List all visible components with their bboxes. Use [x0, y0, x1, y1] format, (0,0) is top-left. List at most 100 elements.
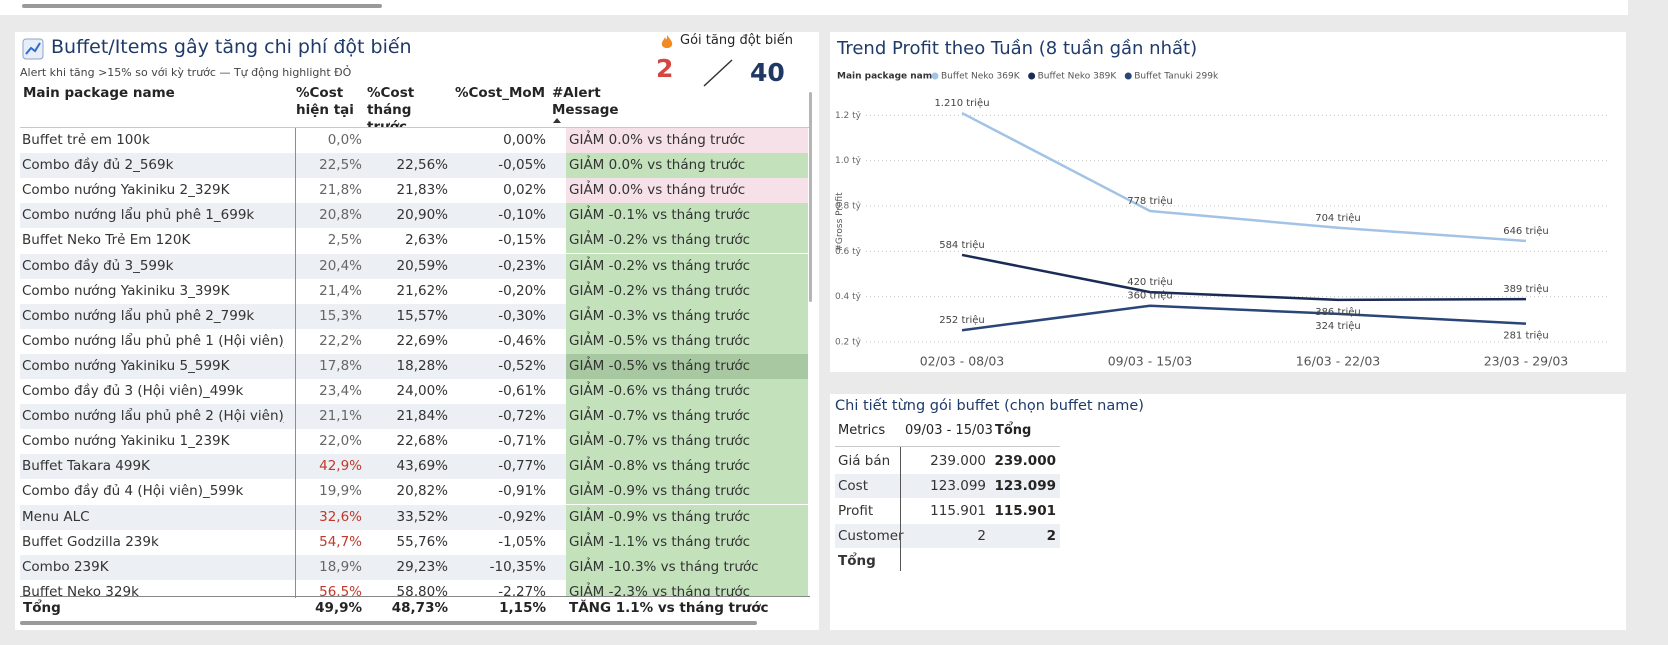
matrix-row: [835, 499, 1060, 523]
header-rule: [20, 127, 810, 128]
table-cell: 18,9%: [319, 558, 362, 575]
table-cell: 22,69%: [396, 332, 448, 349]
table-cell: GIẢM -0.2% vs tháng trước: [566, 253, 808, 279]
legend-marker: [1124, 72, 1132, 80]
table-cell: 22,68%: [396, 433, 448, 450]
x-tick-label: 16/03 - 22/03: [1296, 354, 1381, 369]
table-cell: 32,6%: [319, 508, 362, 525]
table-cell: 20,59%: [396, 257, 448, 274]
column-header: #Alert Message: [552, 85, 619, 118]
table-cell: 33,52%: [396, 508, 448, 525]
table-cell: GIẢM 0.0% vs tháng trước: [566, 128, 808, 153]
table-cell: GIẢM -0.6% vs tháng trước: [566, 379, 808, 404]
matrix-header: Metrics: [838, 423, 886, 438]
table-cell: GIẢM -0.5% vs tháng trước: [566, 353, 808, 379]
table-cell: 15,57%: [396, 307, 448, 324]
table-cell: 42,9%: [319, 458, 362, 475]
panel-title: Buffet/Items gây tăng chi phí đột biến: [51, 36, 412, 58]
table-cell: Combo nướng Yakiniku 5_599K: [22, 357, 230, 374]
table-cell: -0,72%: [498, 408, 546, 425]
data-label: 420 triệu: [1127, 276, 1173, 288]
data-label: 252 triệu: [939, 314, 985, 326]
vertical-scrollbar[interactable]: [809, 92, 812, 302]
y-tick-label: 0.6 tỷ: [835, 247, 862, 257]
matrix-cell: Profit: [838, 503, 874, 519]
x-tick-label: 02/03 - 08/03: [920, 354, 1005, 369]
table-cell: -0,15%: [498, 232, 546, 249]
chart-title: Trend Profit theo Tuần (8 tuần gần nhất): [836, 38, 1197, 59]
x-tick-label: 23/03 - 29/03: [1484, 354, 1569, 369]
matrix-header: Tổng: [995, 423, 1032, 438]
table-cell: 21,4%: [319, 282, 362, 299]
table-cell: 17,8%: [319, 357, 362, 374]
sort-indicator[interactable]: [553, 118, 561, 123]
data-label: 646 triệu: [1503, 225, 1549, 237]
table-cell: Combo nướng lẩu phủ phê 1 (Hội viên)_599…: [22, 332, 284, 349]
table-cell: -0,61%: [498, 383, 546, 399]
table-cell: 22,0%: [319, 433, 362, 450]
series-line: [961, 111, 1527, 243]
table-cell: Combo nướng lẩu phủ phê 1_699k: [22, 207, 255, 224]
table-body: Buffet trẻ em 100k 0,0% 0,00% GIẢM 0.0% vs …: [15, 128, 808, 596]
table-cell: GIẢM -0.9% vs tháng trước: [566, 504, 808, 530]
table-cell: GIẢM -0.3% vs tháng trước: [566, 303, 808, 329]
table-cell: Buffet Neko 329k: [22, 583, 139, 596]
horizontal-scrollbar[interactable]: [20, 621, 757, 625]
table-cell: -0,52%: [498, 357, 546, 374]
total-cell: 48,73%: [391, 600, 448, 616]
table-cell: GIẢM 0.0% vs tháng trước: [566, 178, 808, 204]
legend-marker: [1028, 72, 1036, 80]
table-cell: -0,77%: [498, 458, 546, 475]
table-cell: 2,5%: [327, 232, 362, 249]
table-cell: Combo đầy đủ 2_569k: [22, 157, 174, 174]
table-cell: GIẢM -0.7% vs tháng trước: [566, 429, 808, 455]
table-cell: GIẢM -10.3% vs tháng trước: [566, 554, 808, 580]
table-cell: 22,56%: [396, 157, 448, 174]
table-cell: Buffet Godzilla 239k: [22, 533, 159, 550]
total-cell: Tổng: [23, 600, 61, 616]
table-cell: 21,62%: [396, 282, 448, 299]
trend-panel: [830, 32, 1626, 372]
table-cell: Combo đầy đủ 3 (Hội viên)_499k: [22, 383, 244, 399]
data-label: 386 triệu: [1315, 306, 1361, 318]
data-label: 704 triệu: [1315, 212, 1361, 224]
table-cell: 24,00%: [396, 383, 448, 399]
table-cell: 0,02%: [503, 182, 546, 199]
data-label: 360 triệu: [1127, 290, 1173, 302]
table-cell: 15,3%: [319, 307, 362, 324]
series-line: [961, 253, 1527, 302]
table-cell: Combo nướng lẩu phủ phê 2_799k: [22, 307, 255, 324]
legend-marker: [931, 72, 939, 80]
matrix-cell: 115.901: [994, 503, 1057, 519]
table-cell: -1,05%: [498, 533, 546, 550]
table-cell: 58,80%: [396, 583, 448, 596]
matrix-cell: 115.901: [930, 503, 986, 519]
table-cell: Combo 239K: [22, 558, 109, 575]
matrix-cell: Tổng: [838, 553, 876, 569]
table-cell: GIẢM -2.3% vs tháng trước: [566, 579, 808, 596]
table-cell: Combo đầy đủ 4 (Hội viên)_599k: [22, 483, 244, 500]
table-cell: GIẢM 0.0% vs tháng trước: [566, 153, 808, 179]
matrix-cell: 239.000: [994, 453, 1057, 469]
table-cell: 21,1%: [319, 408, 362, 425]
legend-title: Main package name: [837, 72, 938, 82]
matrix-cell: Customer: [838, 528, 904, 544]
table-cell: Buffet Neko Trẻ Em 120K: [22, 232, 191, 249]
table-cell: 21,8%: [319, 182, 362, 199]
table-cell: GIẢM -0.7% vs tháng trước: [566, 404, 808, 430]
matrix-title: Chi tiết từng gói buffet (chọn buffet na…: [835, 398, 1144, 414]
table-cell: 55,76%: [396, 533, 448, 550]
data-label: 389 triệu: [1503, 283, 1549, 295]
trend-chart: Trend Profit theo Tuần (8 tuần gần nhất)…: [835, 38, 1610, 369]
table-cell: -0,71%: [498, 433, 546, 450]
matrix-cell: Giá bán: [838, 453, 891, 469]
y-tick-label: 1.0 tỷ: [835, 156, 862, 166]
table-cell: 19,9%: [319, 483, 362, 500]
matrix-cell: 2: [977, 528, 986, 544]
kpi-divider: [703, 59, 733, 87]
table-cell: GIẢM -0.2% vs tháng trước: [566, 278, 808, 304]
table-cell: -10,35%: [489, 558, 546, 575]
scrollbar[interactable]: [22, 4, 382, 8]
data-label: 584 triệu: [939, 239, 985, 251]
